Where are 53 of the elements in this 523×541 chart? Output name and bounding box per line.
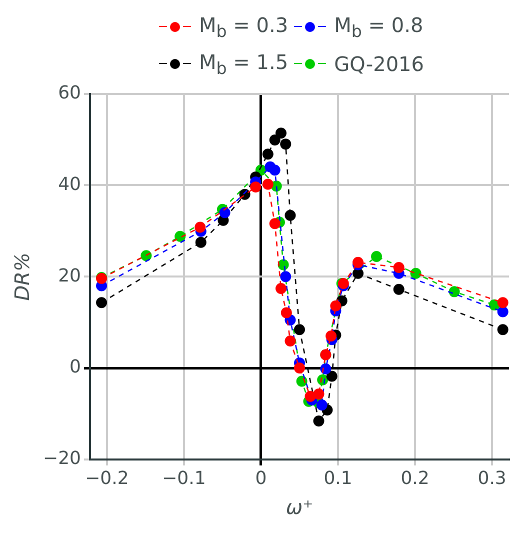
point xyxy=(276,282,287,294)
point xyxy=(497,324,508,336)
x-axis-title: ω⁺ xyxy=(286,495,314,520)
point xyxy=(284,210,296,221)
point xyxy=(326,370,338,382)
legend-label: GQ-2016 xyxy=(334,52,424,76)
x-tick-label: 0.1 xyxy=(324,468,352,489)
point xyxy=(269,218,280,230)
legend-label: M$_{b}$ = 0.3 xyxy=(198,12,288,40)
point xyxy=(294,324,305,336)
point xyxy=(393,284,404,295)
point xyxy=(352,256,364,268)
point xyxy=(269,164,280,176)
x-tick-label: 0.2 xyxy=(400,468,430,489)
point xyxy=(320,363,332,374)
point xyxy=(174,230,186,242)
point xyxy=(313,416,324,427)
point xyxy=(393,262,404,273)
point xyxy=(294,362,305,374)
point xyxy=(326,330,337,342)
point xyxy=(195,236,206,248)
point xyxy=(316,400,328,411)
x-tick-label: 0 xyxy=(255,468,267,489)
y-tick-label: 0 xyxy=(70,356,81,378)
y-tick-label: 60 xyxy=(58,82,81,104)
y-tick-label: 20 xyxy=(58,265,81,286)
point xyxy=(96,297,108,308)
point xyxy=(280,138,292,150)
point xyxy=(276,128,287,139)
point xyxy=(280,307,292,318)
point xyxy=(497,297,508,308)
point xyxy=(410,268,422,279)
y-tick-label: −20 xyxy=(42,448,81,470)
y-axis-title: DR% xyxy=(10,252,34,301)
point xyxy=(194,222,206,233)
legend-label: M$_{b}$ = 0.8 xyxy=(334,12,424,40)
point xyxy=(284,336,296,347)
point xyxy=(448,286,460,298)
point xyxy=(262,178,274,190)
point xyxy=(313,388,324,400)
x-tick-label: −0.2 xyxy=(85,468,129,489)
y-tick-label: 40 xyxy=(58,174,81,195)
legend-label: M$_{b}$ = 1.5 xyxy=(198,50,288,78)
point xyxy=(371,250,382,262)
point xyxy=(269,134,280,146)
point xyxy=(330,300,342,312)
x-tick-label: −0.1 xyxy=(162,468,206,489)
point xyxy=(497,306,508,318)
point xyxy=(250,182,262,193)
point xyxy=(219,207,230,218)
x-tick-label: 0.3 xyxy=(478,468,506,489)
point xyxy=(262,148,274,160)
point xyxy=(280,271,292,282)
